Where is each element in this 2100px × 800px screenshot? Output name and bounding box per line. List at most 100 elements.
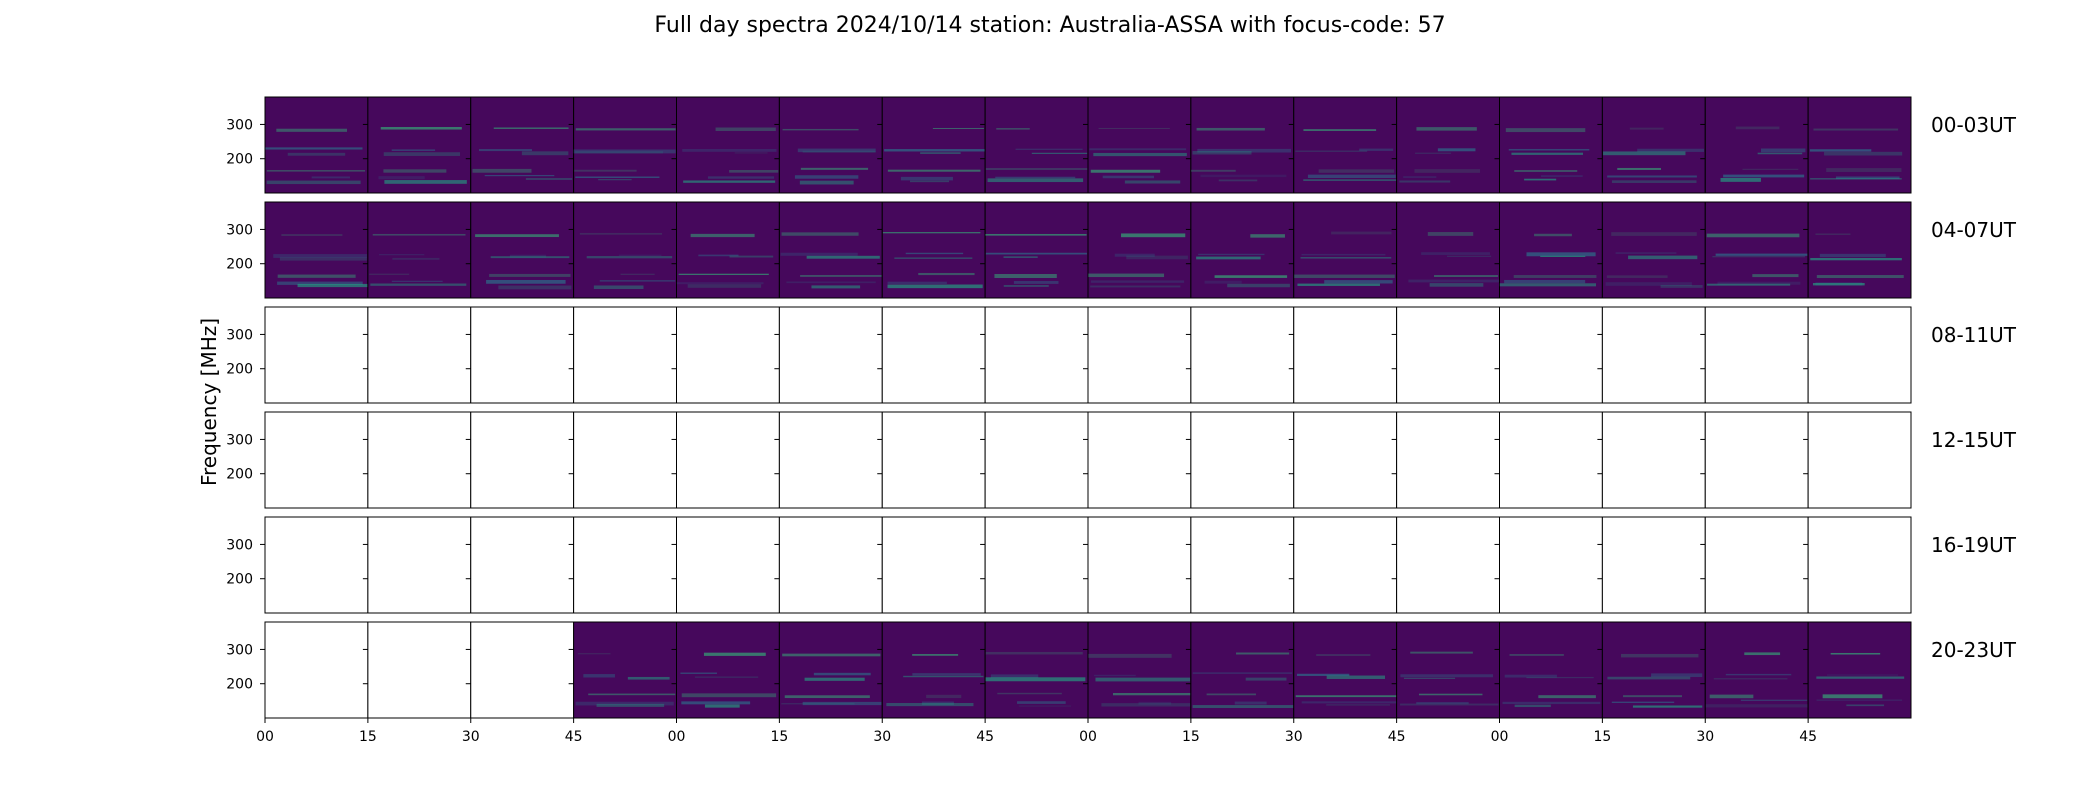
spectra-cell [1288, 201, 1398, 299]
emission-band [683, 180, 776, 183]
emission-band [1810, 257, 1902, 261]
spectra-cell-background [1190, 96, 1295, 194]
emission-band [1197, 148, 1292, 153]
emission-band [926, 694, 962, 699]
spectra-cell [1803, 96, 1912, 194]
emission-band [1816, 699, 1903, 701]
spectra-cell [465, 411, 575, 509]
emission-band [1835, 176, 1900, 180]
emission-band [1446, 255, 1492, 257]
emission-band [995, 176, 1076, 179]
emission-band [1504, 279, 1586, 284]
spectra-cell [980, 621, 1089, 719]
spectra-cell-background [676, 96, 780, 194]
emission-band [1250, 234, 1285, 238]
spectra-cell [260, 621, 369, 719]
spectra-cell-background [264, 306, 369, 404]
emission-band [478, 149, 532, 152]
emission-band [1403, 176, 1437, 178]
spectra-cell [1494, 621, 1603, 719]
emission-band [1408, 279, 1500, 283]
emission-band [1017, 701, 1066, 704]
spectra-cell [1185, 201, 1295, 299]
x-tick-label: 45 [565, 729, 583, 745]
spectra-cell [1185, 516, 1295, 614]
emission-band [994, 274, 1057, 279]
emission-band [1003, 285, 1049, 287]
emission-band [1324, 280, 1393, 284]
spectra-row-00-03UT: 300 200 00-03UT [226, 96, 2017, 194]
emission-band [918, 272, 975, 276]
spectra-cell [1083, 306, 1192, 404]
spectra-cell [1185, 621, 1295, 719]
emission-band [1295, 150, 1368, 152]
emission-band [484, 174, 555, 177]
spectra-cell [1288, 621, 1398, 719]
y-tick-label: 300 [226, 537, 253, 553]
emission-band [1744, 652, 1781, 656]
emission-band [704, 704, 740, 708]
emission-band [985, 651, 1083, 655]
spectra-cell-background [1601, 201, 1706, 299]
emission-band [782, 653, 881, 657]
emission-band [1725, 673, 1792, 676]
emission-band [620, 273, 655, 275]
spectra-cell-background [676, 516, 780, 614]
emission-band [1429, 283, 1484, 287]
spectra-cell [774, 201, 883, 299]
spectra-cell-background [470, 516, 575, 614]
emission-band [1307, 174, 1396, 179]
y-tick-label: 300 [226, 327, 253, 343]
spectra-cell-background [881, 621, 986, 719]
emission-band [1015, 148, 1083, 150]
spectra-cell [1803, 516, 1912, 614]
emission-band [1607, 676, 1691, 680]
spectra-cell [671, 96, 780, 194]
emission-band [575, 128, 676, 131]
spectra-cell [1288, 306, 1398, 404]
emission-band [1196, 256, 1261, 260]
spectra-row-08-11UT: 300 200 08-11UT [226, 306, 2017, 404]
spectra-cell [465, 621, 575, 719]
spectra-cell-background [778, 96, 883, 194]
emission-band [1822, 694, 1883, 699]
spectra-cell [774, 411, 883, 509]
spectra-cell [877, 621, 986, 719]
emission-band [1089, 148, 1187, 151]
emission-band [297, 283, 368, 288]
x-tick-label: 45 [1799, 729, 1817, 745]
spectra-cell-background [1087, 411, 1192, 509]
emission-band [1621, 653, 1699, 658]
emission-band [1742, 168, 1799, 170]
emission-band [887, 169, 981, 172]
emission-band [486, 279, 566, 284]
x-axis: 00 15 30 45 00 15 30 45 00 15 30 45 00 15 30 45 [256, 718, 1817, 745]
emission-band [1752, 274, 1799, 278]
emission-band [472, 168, 532, 173]
row-label: 00-03UT [1931, 113, 2017, 137]
emission-band [1427, 232, 1474, 236]
emission-band [1414, 169, 1481, 173]
emission-band [391, 280, 443, 282]
emission-band [1245, 677, 1287, 681]
spectra-cell [260, 306, 369, 404]
emission-band [1300, 257, 1392, 259]
row-label: 12-15UT [1931, 428, 2017, 452]
spectra-cell-background [367, 411, 472, 509]
spectra-cell [1083, 201, 1192, 299]
spectra-cell [671, 516, 780, 614]
spectra-cell [362, 621, 472, 719]
spectra-cell [362, 411, 472, 509]
spectra-cell [877, 96, 986, 194]
spectra-cell-background [1087, 516, 1192, 614]
emission-band [1018, 705, 1072, 707]
spectra-cell-background [1190, 411, 1295, 509]
emission-band [921, 701, 954, 706]
emission-band [678, 273, 769, 275]
emission-band [681, 701, 751, 705]
spectra-cell [1700, 306, 1809, 404]
spectra-cell [1185, 411, 1295, 509]
spectra-cell-background [984, 306, 1089, 404]
emission-band [1003, 256, 1038, 259]
emission-band [1400, 674, 1493, 678]
